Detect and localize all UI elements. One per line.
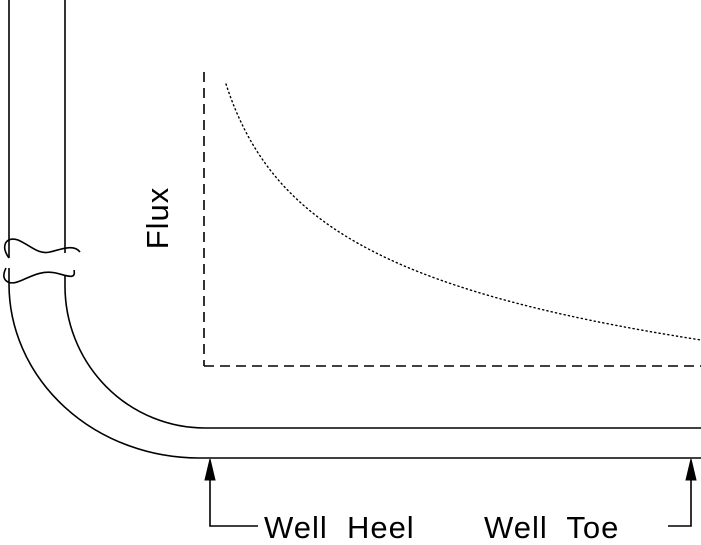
- bend-outer-wall: [8, 283, 200, 459]
- wellbore-bend: [8, 283, 206, 459]
- vertical-wellbore: [8, 0, 66, 258]
- heel-leader-line: [209, 478, 258, 527]
- heel-arrowhead: [204, 458, 216, 481]
- well-toe-label: Well Toe: [484, 510, 619, 545]
- well-heel-label: Well Heel: [264, 510, 415, 545]
- flux-curve: [225, 83, 701, 341]
- toe-arrowhead: [685, 458, 697, 481]
- bend-inner-wall: [64, 285, 206, 429]
- break-symbol: [3, 238, 81, 286]
- toe-leader-line: [668, 478, 692, 527]
- heel-marker: [204, 458, 258, 527]
- break-wave-lower: [3, 267, 76, 284]
- flux-plot-axes: [203, 72, 701, 367]
- break-wave-upper: [3, 238, 81, 259]
- flux-axis-label: Flux: [140, 187, 175, 250]
- toe-marker: [668, 458, 697, 527]
- horizontal-wellbore: [199, 427, 701, 459]
